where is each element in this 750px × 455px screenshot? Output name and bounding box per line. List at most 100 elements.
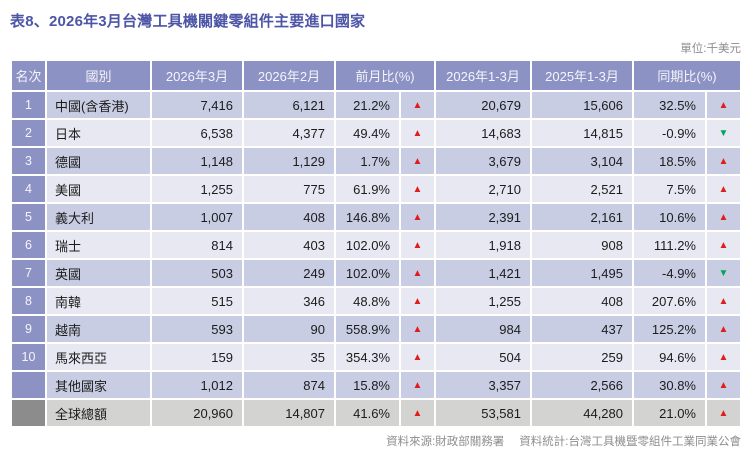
col-header-2026-02: 2026年2月	[244, 61, 334, 90]
table-row: 10 馬來西亞 159 35 354.3% ▲ 504 259 94.6% ▲	[12, 344, 740, 370]
value-2025-q1-cell: 408	[532, 288, 632, 314]
col-header-2025-q1: 2025年1-3月	[532, 61, 632, 90]
value-2026-02-cell: 6,121	[244, 92, 334, 118]
up-triangle-icon: ▲	[401, 120, 434, 146]
mom-percent-cell: 146.8%	[336, 204, 399, 230]
yoy-percent-cell: 94.6%	[634, 344, 705, 370]
table-row: 其他國家 1,012 874 15.8% ▲ 3,357 2,566 30.8% ▲	[12, 372, 740, 398]
mom-percent-cell: 61.9%	[336, 176, 399, 202]
value-2026-02-cell: 249	[244, 260, 334, 286]
value-2026-03-cell: 6,538	[152, 120, 242, 146]
country-cell: 馬來西亞	[47, 344, 150, 370]
rank-cell: 6	[12, 232, 45, 258]
value-2026-03-cell: 1,007	[152, 204, 242, 230]
table-row: 8 南韓 515 346 48.8% ▲ 1,255 408 207.6% ▲	[12, 288, 740, 314]
up-triangle-icon: ▲	[401, 372, 434, 398]
value-2026-02-cell: 403	[244, 232, 334, 258]
up-triangle-icon: ▲	[707, 92, 740, 118]
up-triangle-icon: ▲	[707, 288, 740, 314]
mom-percent-cell: 41.6%	[336, 400, 399, 426]
down-triangle-icon: ▼	[707, 120, 740, 146]
value-2026-q1-cell: 1,918	[436, 232, 530, 258]
table-row: 5 義大利 1,007 408 146.8% ▲ 2,391 2,161 10.6% ▲	[12, 204, 740, 230]
up-triangle-icon: ▲	[707, 316, 740, 342]
up-triangle-icon: ▲	[401, 400, 434, 426]
value-2026-03-cell: 1,148	[152, 148, 242, 174]
table-row: 9 越南 593 90 558.9% ▲ 984 437 125.2% ▲	[12, 316, 740, 342]
yoy-percent-cell: 32.5%	[634, 92, 705, 118]
value-2025-q1-cell: 1,495	[532, 260, 632, 286]
mom-percent-cell: 102.0%	[336, 232, 399, 258]
up-triangle-icon: ▲	[707, 204, 740, 230]
value-2026-03-cell: 593	[152, 316, 242, 342]
value-2026-03-cell: 814	[152, 232, 242, 258]
country-cell: 中國(含香港)	[47, 92, 150, 118]
mom-percent-cell: 21.2%	[336, 92, 399, 118]
up-triangle-icon: ▲	[401, 176, 434, 202]
value-2025-q1-cell: 15,606	[532, 92, 632, 118]
mom-percent-cell: 102.0%	[336, 260, 399, 286]
value-2026-02-cell: 4,377	[244, 120, 334, 146]
yoy-percent-cell: 207.6%	[634, 288, 705, 314]
rank-cell: 5	[12, 204, 45, 230]
yoy-percent-cell: -4.9%	[634, 260, 705, 286]
value-2026-q1-cell: 984	[436, 316, 530, 342]
up-triangle-icon: ▲	[401, 288, 434, 314]
up-triangle-icon: ▲	[707, 176, 740, 202]
rank-cell: 9	[12, 316, 45, 342]
country-cell: 美國	[47, 176, 150, 202]
col-header-yoy: 同期比(%)	[634, 61, 740, 90]
table-row: 3 德國 1,148 1,129 1.7% ▲ 3,679 3,104 18.5% ▲	[12, 148, 740, 174]
value-2026-q1-cell: 1,255	[436, 288, 530, 314]
data-source-footer: 資料來源:財政部關務署 資料統計:台灣工具機暨零組件工業同業公會	[10, 433, 741, 449]
rank-cell: 3	[12, 148, 45, 174]
rank-cell: 4	[12, 176, 45, 202]
value-2026-02-cell: 90	[244, 316, 334, 342]
value-2026-03-cell: 159	[152, 344, 242, 370]
col-header-2026-03: 2026年3月	[152, 61, 242, 90]
yoy-percent-cell: -0.9%	[634, 120, 705, 146]
up-triangle-icon: ▲	[707, 400, 740, 426]
table-header: 名次 國別 2026年3月 2026年2月 前月比(%) 2026年1-3月 2…	[12, 61, 740, 90]
source-label: 資料來源:財政部關務署	[386, 436, 505, 448]
table-row: 2 日本 6,538 4,377 49.4% ▲ 14,683 14,815 -0.9% ▼	[12, 120, 740, 146]
page-title: 表8、2026年3月台灣工具機關鍵零組件主要進口國家	[10, 13, 366, 30]
up-triangle-icon: ▲	[401, 344, 434, 370]
country-cell: 義大利	[47, 204, 150, 230]
col-header-country: 國別	[47, 61, 150, 90]
rank-cell: 8	[12, 288, 45, 314]
mom-percent-cell: 15.8%	[336, 372, 399, 398]
country-cell: 南韓	[47, 288, 150, 314]
rank-cell	[12, 400, 45, 426]
value-2025-q1-cell: 3,104	[532, 148, 632, 174]
country-cell: 其他國家	[47, 372, 150, 398]
value-2026-02-cell: 35	[244, 344, 334, 370]
value-2025-q1-cell: 908	[532, 232, 632, 258]
total-row: 全球總額 20,960 14,807 41.6% ▲ 53,581 44,280 21.0% ▲	[12, 400, 740, 426]
value-2026-02-cell: 874	[244, 372, 334, 398]
col-header-2026-q1: 2026年1-3月	[436, 61, 530, 90]
value-2026-q1-cell: 3,357	[436, 372, 530, 398]
table-row: 6 瑞士 814 403 102.0% ▲ 1,918 908 111.2% ▲	[12, 232, 740, 258]
value-2026-02-cell: 408	[244, 204, 334, 230]
stats-label: 資料統計:台灣工具機暨零組件工業同業公會	[519, 436, 741, 448]
yoy-percent-cell: 111.2%	[634, 232, 705, 258]
country-cell: 日本	[47, 120, 150, 146]
up-triangle-icon: ▲	[401, 316, 434, 342]
value-2026-q1-cell: 2,391	[436, 204, 530, 230]
value-2025-q1-cell: 2,566	[532, 372, 632, 398]
table-row: 1 中國(含香港) 7,416 6,121 21.2% ▲ 20,679 15,606 32.5…	[12, 92, 740, 118]
value-2026-q1-cell: 504	[436, 344, 530, 370]
up-triangle-icon: ▲	[707, 372, 740, 398]
value-2026-03-cell: 503	[152, 260, 242, 286]
country-cell: 瑞士	[47, 232, 150, 258]
up-triangle-icon: ▲	[401, 260, 434, 286]
unit-label: 單位:千美元	[680, 43, 741, 55]
value-2025-q1-cell: 437	[532, 316, 632, 342]
value-2026-q1-cell: 2,710	[436, 176, 530, 202]
up-triangle-icon: ▲	[707, 232, 740, 258]
value-2026-02-cell: 346	[244, 288, 334, 314]
value-2025-q1-cell: 2,161	[532, 204, 632, 230]
value-2026-q1-cell: 20,679	[436, 92, 530, 118]
